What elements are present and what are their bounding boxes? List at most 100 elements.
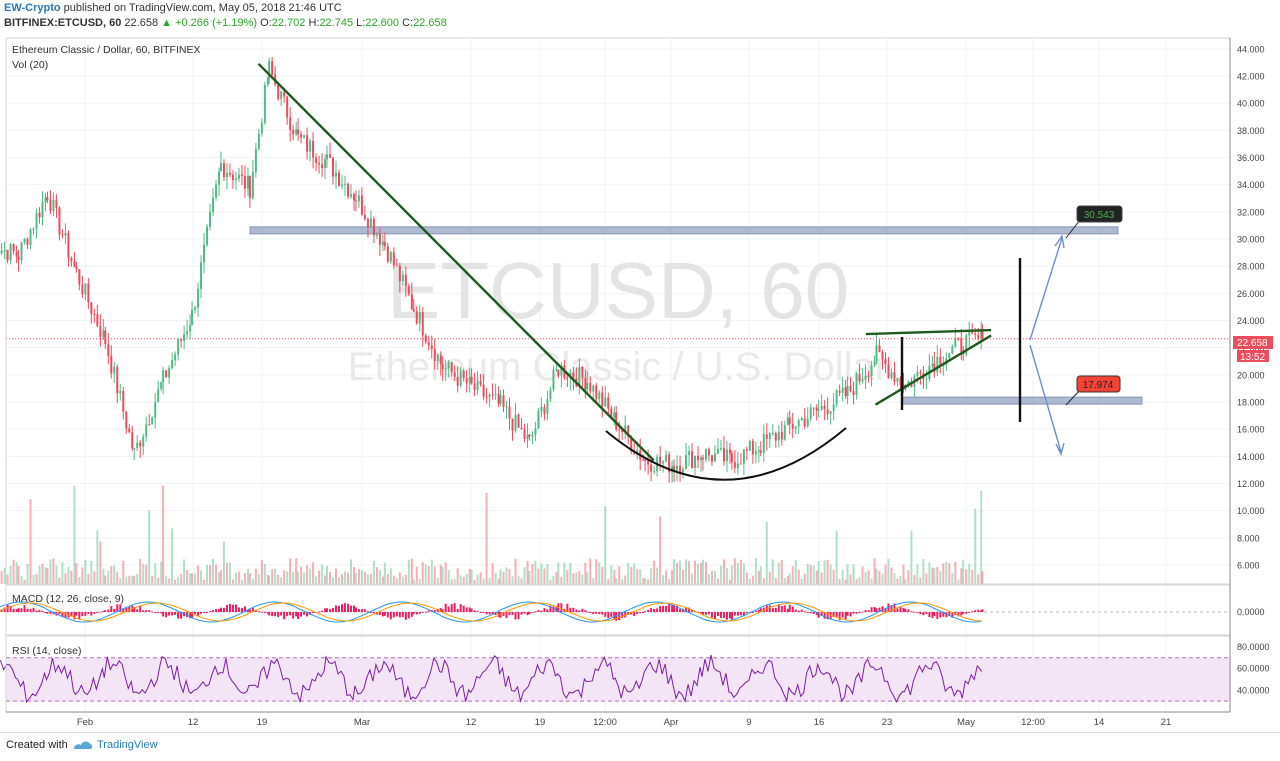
macd-histogram-bar (335, 605, 337, 612)
volume-bar (777, 562, 780, 584)
volume-bar (344, 571, 346, 584)
candle-body (26, 238, 29, 246)
volume-bar (639, 569, 642, 584)
candle-body (243, 175, 246, 189)
volume-bar (771, 559, 774, 584)
volume-bar (846, 564, 849, 584)
volume-bar (505, 567, 508, 584)
volume-bar (424, 564, 427, 584)
macd-histogram-bar (295, 612, 298, 617)
volume-bar (673, 559, 676, 584)
volume-bar (682, 569, 685, 584)
candle-body (777, 431, 780, 441)
macd-histogram-bar (248, 609, 251, 612)
volume-bar (133, 576, 136, 584)
volume-bar (896, 578, 899, 584)
resistance-zone[interactable] (249, 226, 1119, 235)
volume-bar (665, 570, 668, 584)
macd-histogram-bar (534, 611, 537, 613)
volume-bar (286, 571, 289, 584)
volume-bar (297, 571, 300, 584)
candle-body (154, 402, 157, 418)
candle-body (297, 129, 300, 135)
descending-trendline[interactable] (257, 62, 655, 462)
candle-body (739, 463, 742, 465)
target-down-callout[interactable] (1076, 375, 1121, 393)
projection-arrow-up[interactable] (1029, 234, 1065, 341)
macd-histogram-bar (981, 609, 984, 612)
volume-bar (531, 564, 534, 584)
price-tick-label: 16.000 (1237, 425, 1265, 435)
volume-bar (350, 559, 352, 584)
candle-body (125, 411, 128, 429)
time-tick-label: 14 (1094, 717, 1105, 728)
tradingview-logo-icon[interactable] (72, 737, 94, 758)
volume-bar (96, 530, 99, 584)
macd-histogram-bar (849, 612, 852, 617)
candle-body (228, 172, 231, 175)
macd-histogram-bar (540, 610, 543, 612)
triangle-lower-line[interactable] (874, 334, 992, 406)
volume-bar (624, 575, 627, 584)
macd-histogram-bar (203, 612, 206, 613)
macd-histogram-bar (948, 612, 951, 617)
volume-bar (800, 578, 803, 584)
macd-histogram-bar (794, 609, 797, 612)
volume-bar (794, 560, 797, 584)
time-axis: Feb 12 19 Mar 12 19 12:00 Apr 9 16 23 May 12:00 14 21 (77, 717, 1171, 728)
chart-grid (6, 38, 1230, 712)
volume-bar (389, 568, 392, 584)
macd-histogram-bar (357, 608, 360, 612)
volume-bar (9, 565, 12, 584)
macd-histogram-bar (254, 609, 257, 612)
volume-bar (73, 485, 76, 584)
volume-bar (162, 485, 165, 584)
volume-bar (215, 564, 218, 584)
macd-histogram-bar (676, 605, 679, 612)
candle-body (303, 135, 306, 138)
volume-bar (621, 579, 624, 584)
macd-histogram-bar (209, 611, 212, 613)
macd-histogram-bar (96, 612, 99, 613)
support-zone[interactable] (901, 396, 1143, 405)
candle-body (719, 448, 722, 450)
time-tick-label: 12:00 (593, 717, 617, 728)
triangle-upper-line[interactable] (865, 328, 992, 336)
volume-bar (566, 569, 569, 584)
volume-bar (829, 564, 832, 584)
watermark-name: Ethereum Classic / U.S. Dollar (348, 345, 888, 389)
macd-histogram-bar (665, 605, 668, 612)
candle-body (728, 449, 731, 454)
candle-body (407, 286, 410, 295)
target-up-callout[interactable] (1076, 205, 1123, 223)
candle-body (234, 178, 237, 181)
volume-bar (893, 573, 896, 584)
rounded-bottom-arc[interactable] (605, 427, 847, 481)
candle-body (788, 417, 791, 425)
volume-bar (555, 571, 558, 584)
chart-canvas[interactable]: ETCUSD, 60 Ethereum Classic / U.S. Dolla… (0, 0, 1280, 732)
macd-histogram-bar (581, 608, 584, 612)
macd-histogram-bar (864, 610, 867, 612)
candle-body (951, 346, 954, 354)
tradingview-link[interactable]: TradingView (97, 739, 158, 751)
candle-body (386, 246, 389, 262)
macd-histogram-bar (627, 612, 630, 615)
candle-body (389, 252, 392, 262)
macd-histogram-bar (957, 612, 960, 617)
volume-bar (203, 579, 206, 584)
macd-histogram-bar (215, 609, 218, 612)
macd-histogram-bar (318, 611, 321, 613)
candle-body (780, 431, 783, 440)
macd-histogram-bar (971, 611, 974, 613)
volume-bar (450, 579, 453, 584)
projection-arrow-down[interactable] (1029, 344, 1065, 456)
volume-bar (707, 574, 710, 584)
volume-bar (107, 570, 110, 584)
volume-bar (659, 516, 662, 584)
macd-histogram-bar (450, 604, 453, 612)
author-link[interactable]: EW-Crypto (4, 2, 61, 14)
volume-bar (35, 574, 38, 584)
volume-bar (575, 572, 578, 584)
macd-histogram-bar (93, 612, 96, 614)
